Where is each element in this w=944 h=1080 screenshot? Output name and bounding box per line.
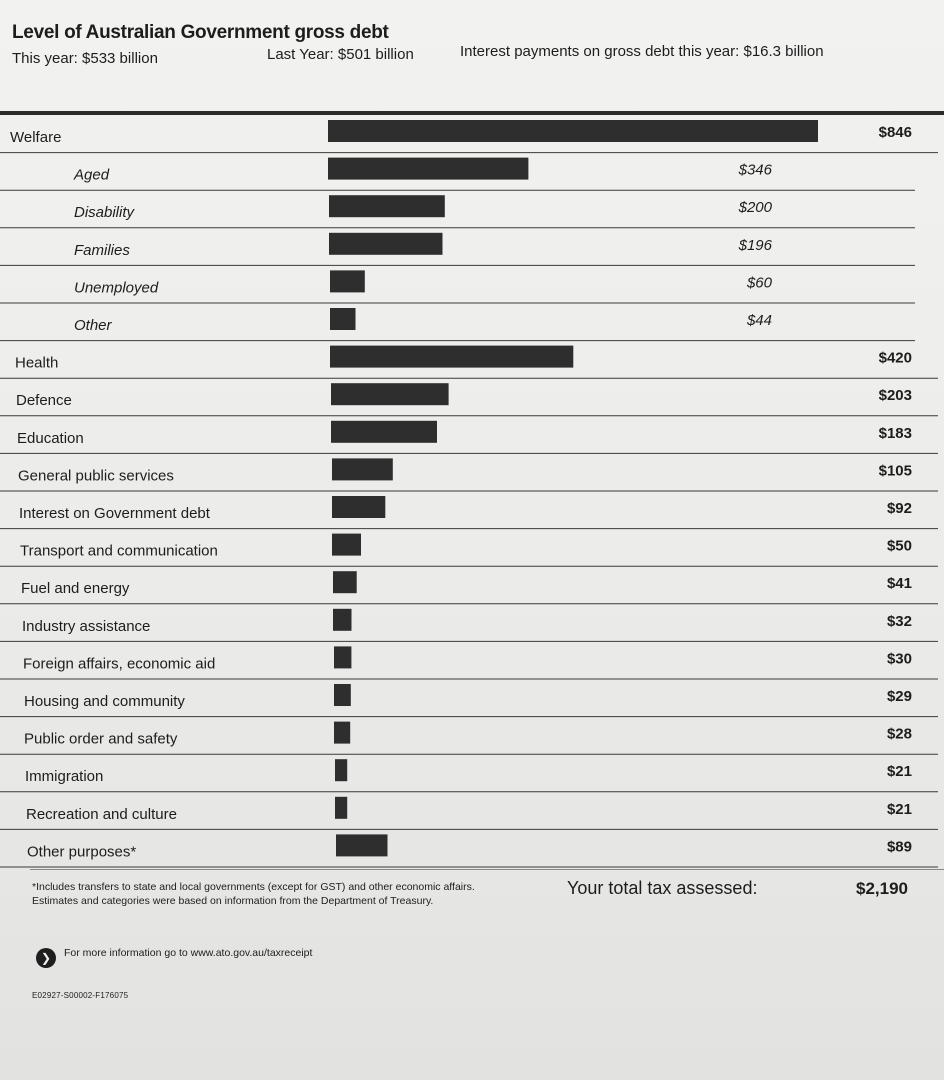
top-rule xyxy=(0,111,944,115)
value-label: $105 xyxy=(879,462,912,479)
bar xyxy=(336,834,388,857)
category-label: Health xyxy=(15,355,58,372)
category-label: Fuel and energy xyxy=(21,580,130,597)
value-label: $60 xyxy=(746,274,773,291)
category-label: Welfare xyxy=(10,129,61,146)
value-label: $846 xyxy=(879,124,912,141)
debt-title: Level of Australian Government gross deb… xyxy=(12,22,389,43)
category-label: Foreign affairs, economic aid xyxy=(23,655,215,672)
value-label: $44 xyxy=(746,312,772,329)
bar xyxy=(328,157,529,180)
value-label: $41 xyxy=(887,575,912,592)
bar xyxy=(330,345,574,368)
bar xyxy=(330,270,365,293)
category-label: Interest on Government debt xyxy=(19,505,211,522)
bar xyxy=(335,796,348,819)
bar xyxy=(335,759,348,782)
bar xyxy=(333,608,352,631)
bar xyxy=(331,383,449,406)
bar xyxy=(329,195,445,218)
value-label: $50 xyxy=(887,538,912,555)
bar xyxy=(333,571,357,594)
bar xyxy=(332,458,393,481)
total-tax-value: $2,190 xyxy=(856,879,908,898)
category-label: Education xyxy=(17,430,84,447)
bar xyxy=(331,420,437,443)
bar xyxy=(334,684,351,706)
bar xyxy=(329,232,443,255)
this-year-debt: This year: $533 billion xyxy=(12,50,158,67)
bar xyxy=(332,496,386,518)
category-label: Transport and communication xyxy=(20,543,218,560)
category-label: Recreation and culture xyxy=(26,806,177,823)
more-info-link[interactable]: For more information go to www.ato.gov.a… xyxy=(64,947,313,959)
category-label: General public services xyxy=(18,467,174,484)
category-label: Aged xyxy=(73,167,110,184)
value-label: $30 xyxy=(887,650,912,667)
footnote: *Includes transfers to state and local g… xyxy=(32,880,572,908)
document-code: E02927-S00002-F176075 xyxy=(32,991,129,1000)
category-label: Industry assistance xyxy=(22,618,150,635)
category-label: Families xyxy=(74,242,130,259)
bar xyxy=(330,308,356,330)
footnote-line-2: Estimates and categories were based on i… xyxy=(32,895,434,907)
interest-payments: Interest payments on gross debt this yea… xyxy=(460,43,824,60)
category-label: Immigration xyxy=(25,768,103,785)
value-label: $32 xyxy=(887,613,912,630)
value-label: $29 xyxy=(887,688,912,705)
footnote-line-1: *Includes transfers to state and local g… xyxy=(32,881,475,893)
value-label: $196 xyxy=(738,237,773,254)
bar xyxy=(334,646,352,669)
total-tax-label: Your total tax assessed: xyxy=(567,878,758,898)
bar xyxy=(332,533,361,556)
category-label: Public order and safety xyxy=(24,731,178,748)
value-label: $200 xyxy=(738,199,773,216)
category-label: Defence xyxy=(16,392,72,409)
bar xyxy=(334,721,351,744)
value-label: $346 xyxy=(738,162,773,179)
value-label: $89 xyxy=(887,838,912,855)
value-label: $28 xyxy=(887,726,912,743)
value-label: $21 xyxy=(887,801,912,818)
category-label: Other purposes* xyxy=(27,843,136,860)
value-label: $203 xyxy=(879,387,912,404)
value-label: $183 xyxy=(879,425,912,442)
category-label: Other xyxy=(74,317,113,334)
spending-bar-chart: Welfare $846 Aged $346 Disability $200 Familie… xyxy=(0,120,944,870)
category-label: Housing and community xyxy=(24,693,185,710)
category-label: Disability xyxy=(74,204,136,221)
arrow-right-icon: ❯ xyxy=(36,948,56,968)
bar xyxy=(328,120,818,142)
category-label: Unemployed xyxy=(74,279,159,296)
value-label: $420 xyxy=(879,350,912,367)
value-label: $92 xyxy=(887,500,912,517)
last-year-debt: Last Year: $501 billion xyxy=(267,46,414,63)
value-label: $21 xyxy=(887,763,912,780)
